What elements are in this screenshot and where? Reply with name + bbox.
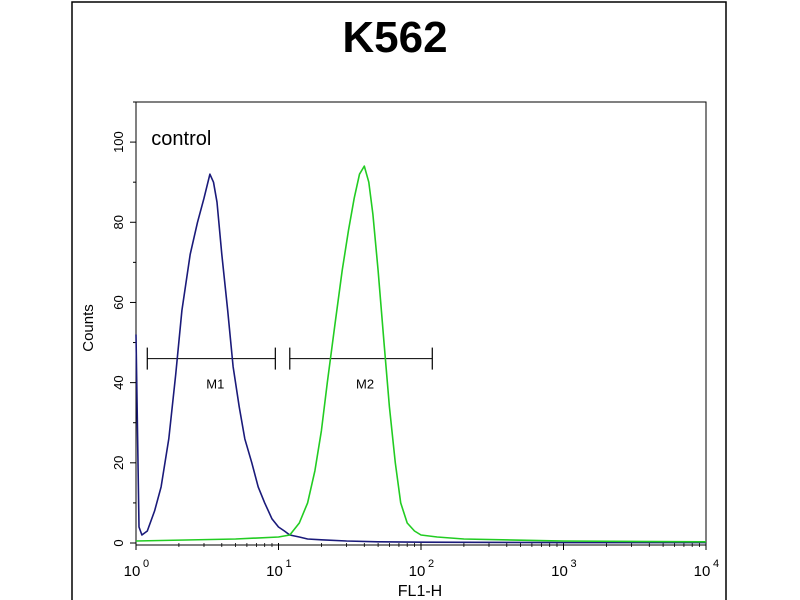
plot-area <box>135 101 707 546</box>
sample-histogram-line <box>135 165 707 543</box>
y-tick-label: 60 <box>111 295 126 309</box>
annotations: control <box>151 128 211 150</box>
y-tick-label: 0 <box>111 539 126 546</box>
y-tick-label: 20 <box>111 456 126 470</box>
chart-title: K562 <box>342 13 447 62</box>
x-tick-label: 10 <box>266 563 283 580</box>
x-tick-label: 10 <box>409 563 426 580</box>
y-axis-label: Counts <box>80 304 97 352</box>
x-tick-exponent: 2 <box>428 558 434 570</box>
figure-frame <box>71 1 727 600</box>
histogram-series <box>135 165 707 544</box>
y-axis-ticks: 0 20 40 60 80 100 <box>111 101 136 547</box>
x-tick-exponent: 4 <box>713 558 719 570</box>
x-tick-exponent: 0 <box>143 558 149 570</box>
y-tick-label: 80 <box>111 215 126 229</box>
x-tick-exponent: 1 <box>286 558 292 570</box>
x-tick-exponent: 3 <box>571 558 577 570</box>
marker-gates: M1 M2 <box>146 347 433 392</box>
control-histogram-line <box>135 173 706 544</box>
y-tick-label: 100 <box>111 131 126 153</box>
y-tick-label: 40 <box>111 375 126 389</box>
x-axis-label: FL1-H <box>398 583 442 600</box>
gate-label: M1 <box>206 377 224 392</box>
x-tick-label: 10 <box>551 563 568 580</box>
x-axis-ticks: 10 0 10 1 10 2 10 3 10 4 <box>124 543 719 580</box>
x-tick-label: 10 <box>124 563 141 580</box>
control-annotation: control <box>151 128 211 150</box>
gate-label: M2 <box>356 377 374 392</box>
x-tick-label: 10 <box>694 563 711 580</box>
